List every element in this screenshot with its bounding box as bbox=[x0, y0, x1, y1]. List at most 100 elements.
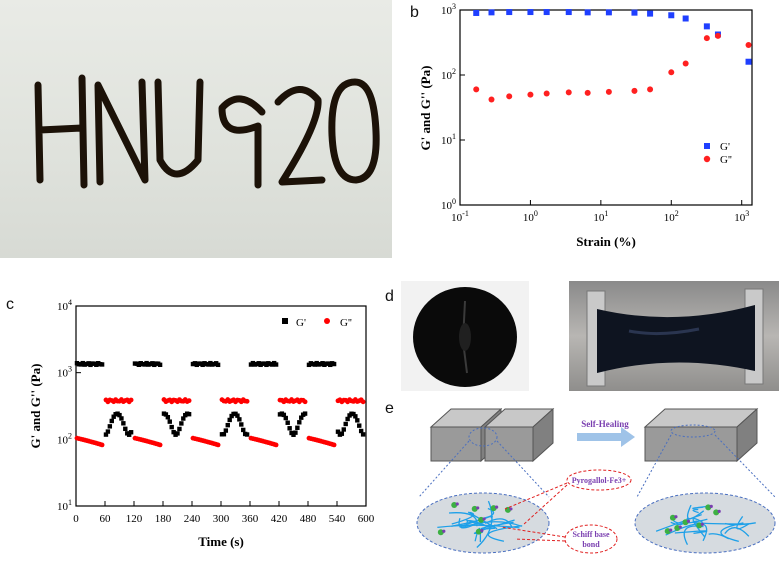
chart-c-point-gdprime bbox=[302, 399, 308, 405]
chart-c-point-gprime bbox=[281, 412, 287, 418]
callout-pyrogallol: Pyrogallol-Fe3+ bbox=[504, 469, 632, 526]
panel-label-e: e bbox=[385, 400, 394, 417]
chart-c-point-gprime bbox=[241, 427, 246, 433]
chart-b-point-gdprime bbox=[745, 41, 752, 48]
fe-ion-node bbox=[442, 529, 446, 533]
chart-c-point-gprime bbox=[121, 421, 126, 426]
chart-c-xtick-label: 540 bbox=[329, 513, 346, 525]
chart-b-point-gprime bbox=[682, 15, 689, 22]
polymer-chain bbox=[466, 520, 487, 527]
broken-block-left bbox=[429, 407, 555, 463]
chart-b-xtick-label: 102 bbox=[664, 209, 679, 224]
chart-c-point-gdprime bbox=[273, 442, 279, 448]
chart-c-ytick-label: 104 bbox=[57, 298, 72, 313]
chart-b-point-gdprime bbox=[647, 86, 654, 93]
chart-c-point-gprime bbox=[355, 418, 360, 423]
chart-c-point-gprime bbox=[225, 422, 230, 428]
polymer-chain bbox=[655, 514, 702, 532]
chart-c-point-gprime bbox=[273, 362, 279, 367]
scheme-self-healing: Self-Healing Pyrogallol-Fe3+ bbox=[405, 397, 781, 557]
fe-ion-node bbox=[717, 509, 721, 513]
chart-c-point-gdprime bbox=[360, 399, 366, 405]
chart-b-point-gdprime bbox=[605, 88, 612, 95]
fe-ion-node bbox=[669, 528, 673, 532]
chart-c-point-gprime bbox=[353, 414, 358, 419]
callout-pyrogallol-label: Pyrogallol-Fe3+ bbox=[572, 476, 627, 485]
legend-b-gdprime-label: G'' bbox=[720, 154, 732, 166]
chart-c-point-gprime bbox=[126, 432, 132, 437]
polymer-chain bbox=[474, 527, 482, 542]
chart-c-xtick-label: 360 bbox=[242, 513, 259, 525]
legend-c-gdprime-marker bbox=[324, 318, 330, 324]
chart-c-point-gprime bbox=[215, 362, 221, 368]
chart-c-point-gdprime bbox=[128, 397, 134, 403]
chart-b-ytick-label: 100 bbox=[441, 197, 456, 212]
chart-b-point-gprime bbox=[668, 12, 675, 19]
polymer-chain bbox=[451, 507, 495, 527]
polymer-chain bbox=[460, 521, 523, 529]
chart-c-point-gprime bbox=[287, 426, 292, 431]
chart-c-point-gprime bbox=[285, 420, 290, 425]
chart-b-xtick-label: 103 bbox=[734, 209, 749, 224]
fe-ion-node bbox=[678, 525, 682, 529]
fe-ion-node bbox=[700, 522, 704, 526]
chart-b-point-gdprime bbox=[488, 96, 495, 103]
fe-ion-node bbox=[674, 515, 678, 519]
self-healing-arrow: Self-Healing bbox=[577, 419, 635, 447]
chart-c-point-gprime bbox=[169, 424, 174, 430]
chart-b-point-gprime bbox=[488, 9, 495, 16]
polymer-chain bbox=[724, 527, 750, 537]
chart-c-point-gprime bbox=[163, 412, 169, 417]
chart-c-point-gprime bbox=[237, 417, 242, 422]
chart-c: 0 60 120 180 240 300 360 420 480 540 600 101 102 103 1… bbox=[28, 298, 375, 549]
callout-schiff-line1: Schiff base bbox=[572, 530, 610, 539]
chart-c-xtick-label: 180 bbox=[155, 513, 172, 525]
chart-b-point-gdprime bbox=[584, 89, 591, 96]
self-healing-diagram: Self-Healing Pyrogallol-Fe3+ bbox=[416, 407, 776, 554]
chart-c-ylabel: G' and G'' (Pa) bbox=[28, 364, 43, 449]
chart-b-point-gprime bbox=[745, 58, 752, 65]
chart-b-ytick-label: 101 bbox=[441, 132, 456, 147]
chart-c-point-gprime bbox=[107, 424, 113, 429]
chart-b-point-gdprime bbox=[473, 86, 480, 93]
chart-c-point-gdprime bbox=[186, 398, 192, 404]
polymer-chain bbox=[736, 515, 749, 530]
chart-c-point-gprime bbox=[179, 421, 184, 426]
chart-c-point-gprime bbox=[299, 415, 304, 420]
chart-b-point-gdprime bbox=[631, 87, 638, 94]
chart-c-point-gprime bbox=[235, 413, 240, 418]
photo-hydrogel-disc bbox=[401, 281, 529, 391]
chart-b-point-gprime bbox=[605, 9, 612, 16]
chart-b-xtick-label: 101 bbox=[593, 209, 608, 224]
chart-c-point-gdprime bbox=[244, 398, 250, 404]
chart-c-point-gdprime bbox=[215, 442, 221, 448]
polymer-chain bbox=[692, 508, 699, 514]
chart-b-point-gdprime bbox=[527, 91, 534, 98]
chart-b-point-gprime bbox=[584, 9, 591, 16]
chart-b-point-gprime bbox=[565, 9, 572, 16]
chart-c-point-gprime bbox=[239, 422, 244, 427]
chart-c-point-gprime bbox=[181, 416, 186, 421]
panel-label-b: b bbox=[410, 4, 419, 21]
fe-ion-node bbox=[476, 506, 480, 510]
chart-c-point-gprime bbox=[283, 415, 288, 421]
handwritten-hnu920 bbox=[34, 74, 380, 189]
callout-schiff-line2: bond bbox=[582, 540, 600, 549]
chart-c-point-gprime bbox=[175, 431, 180, 436]
chart-c-point-gprime bbox=[128, 430, 134, 435]
chart-c-point-gprime bbox=[111, 414, 116, 419]
hydrogel-disc-image bbox=[413, 287, 517, 387]
polymer-chain bbox=[465, 519, 496, 528]
chart-b-ytick-label: 102 bbox=[441, 67, 456, 82]
fe-ion-node bbox=[495, 505, 499, 509]
chart-b-ylabel: G' and G'' (Pa) bbox=[418, 66, 433, 151]
legend-b-gprime-marker bbox=[704, 143, 710, 149]
chart-c-xtick-label: 240 bbox=[184, 513, 201, 525]
chart-c-point-gdprime bbox=[99, 442, 105, 448]
chart-c-xtick-label: 480 bbox=[300, 513, 317, 525]
chart-c-point-gprime bbox=[117, 412, 122, 418]
chart-c-point-gprime bbox=[297, 420, 302, 425]
hydrogel-stretched-image bbox=[586, 288, 764, 387]
chart-b-point-gdprime bbox=[682, 60, 689, 67]
legend-c-gprime-marker bbox=[282, 318, 288, 324]
